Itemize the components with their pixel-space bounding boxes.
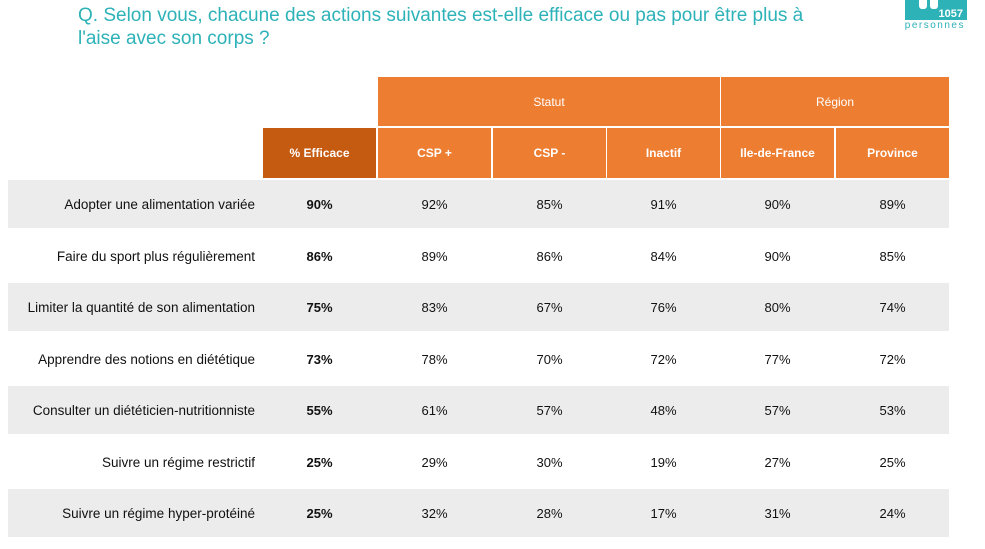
people-icon: [915, 0, 941, 9]
table-cell: 73%: [306, 351, 333, 367]
sample-label: personnes: [904, 20, 965, 31]
table-cell: 31%: [764, 505, 791, 521]
table-cell: 86%: [536, 248, 563, 264]
table-cell: 57%: [764, 402, 791, 418]
table-cell: 32%: [421, 505, 448, 521]
table-cell: 85%: [536, 196, 563, 212]
table-cell: 85%: [879, 248, 906, 264]
table-row: Apprendre des notions en diététique 73% 78…: [8, 335, 949, 383]
table-cell: 67%: [536, 299, 563, 315]
question-title: Q. Selon vous, chacune des actions suiva…: [78, 5, 804, 49]
table-cell: 91%: [650, 196, 677, 212]
table-cell: 89%: [421, 248, 448, 264]
table-cell: 76%: [650, 299, 677, 315]
column-header: CSP -: [493, 128, 606, 178]
row-label: Apprendre des notions en diététique: [38, 351, 255, 367]
table-cell: 74%: [879, 299, 906, 315]
row-label: Limiter la quantité de son alimentation: [27, 299, 255, 315]
table-cell: 75%: [306, 299, 333, 315]
group-header-region: Région: [721, 77, 949, 126]
table-cell: 72%: [879, 351, 906, 367]
table-row: Suivre un régime hyper-protéiné 25% 32% 28%…: [8, 489, 949, 537]
table-cell: 55%: [306, 402, 333, 418]
table-cell: 19%: [650, 454, 677, 470]
table-cell: 83%: [421, 299, 448, 315]
table-cell: 25%: [879, 454, 906, 470]
column-header: Province: [836, 128, 949, 178]
column-header: % Efficace: [263, 128, 376, 178]
table-cell: 24%: [879, 505, 906, 521]
table-cell: 80%: [764, 299, 791, 315]
table-cell: 90%: [764, 248, 791, 264]
table-cell: 25%: [306, 505, 333, 521]
table-row: Suivre un régime restrictif 25% 29% 30% 19% 2…: [8, 438, 949, 486]
column-header: CSP +: [378, 128, 491, 178]
table-cell: 86%: [306, 248, 333, 264]
table-cell: 27%: [764, 454, 791, 470]
sample-count: 1057: [938, 8, 963, 20]
row-label: Suivre un régime restrictif: [101, 454, 255, 470]
table-cell: 89%: [879, 196, 906, 212]
table-cell: 48%: [650, 402, 677, 418]
table-row: Consulter un diététicien-nutritionniste 5…: [8, 386, 949, 434]
table-cell: 29%: [421, 454, 448, 470]
sample-size-badge: 1057: [905, 0, 967, 20]
column-header: Inactif: [607, 128, 720, 178]
table-cell: 25%: [306, 454, 333, 470]
table-cell: 70%: [536, 351, 563, 367]
table-cell: 61%: [421, 402, 448, 418]
row-label: Suivre un régime hyper-protéiné: [62, 505, 255, 521]
table-cell: 77%: [764, 351, 791, 367]
table-cell: 90%: [764, 196, 791, 212]
table-cell: 90%: [306, 196, 333, 212]
row-label: Adopter une alimentation variée: [64, 196, 255, 212]
table-cell: 92%: [421, 196, 448, 212]
table-cell: 84%: [650, 248, 677, 264]
table-cell: 78%: [421, 351, 448, 367]
row-label: Faire du sport plus régulièrement: [56, 248, 255, 264]
row-label: Consulter un diététicien-nutritionniste: [32, 402, 255, 418]
table-row: Limiter la quantité de son alimentation 7…: [8, 283, 949, 331]
table-row: Faire du sport plus régulièrement 86% 89% 8…: [8, 232, 949, 280]
table-cell: 53%: [879, 402, 906, 418]
table-cell: 17%: [650, 505, 677, 521]
column-header: Ile-de-France: [721, 128, 834, 178]
table-cell: 28%: [536, 505, 563, 521]
table-cell: 72%: [650, 351, 677, 367]
group-header-statut: Statut: [378, 77, 720, 126]
table-row: Adopter une alimentation variée 90% 92% 85%…: [8, 180, 949, 228]
table-cell: 30%: [536, 454, 563, 470]
table-cell: 57%: [536, 402, 563, 418]
